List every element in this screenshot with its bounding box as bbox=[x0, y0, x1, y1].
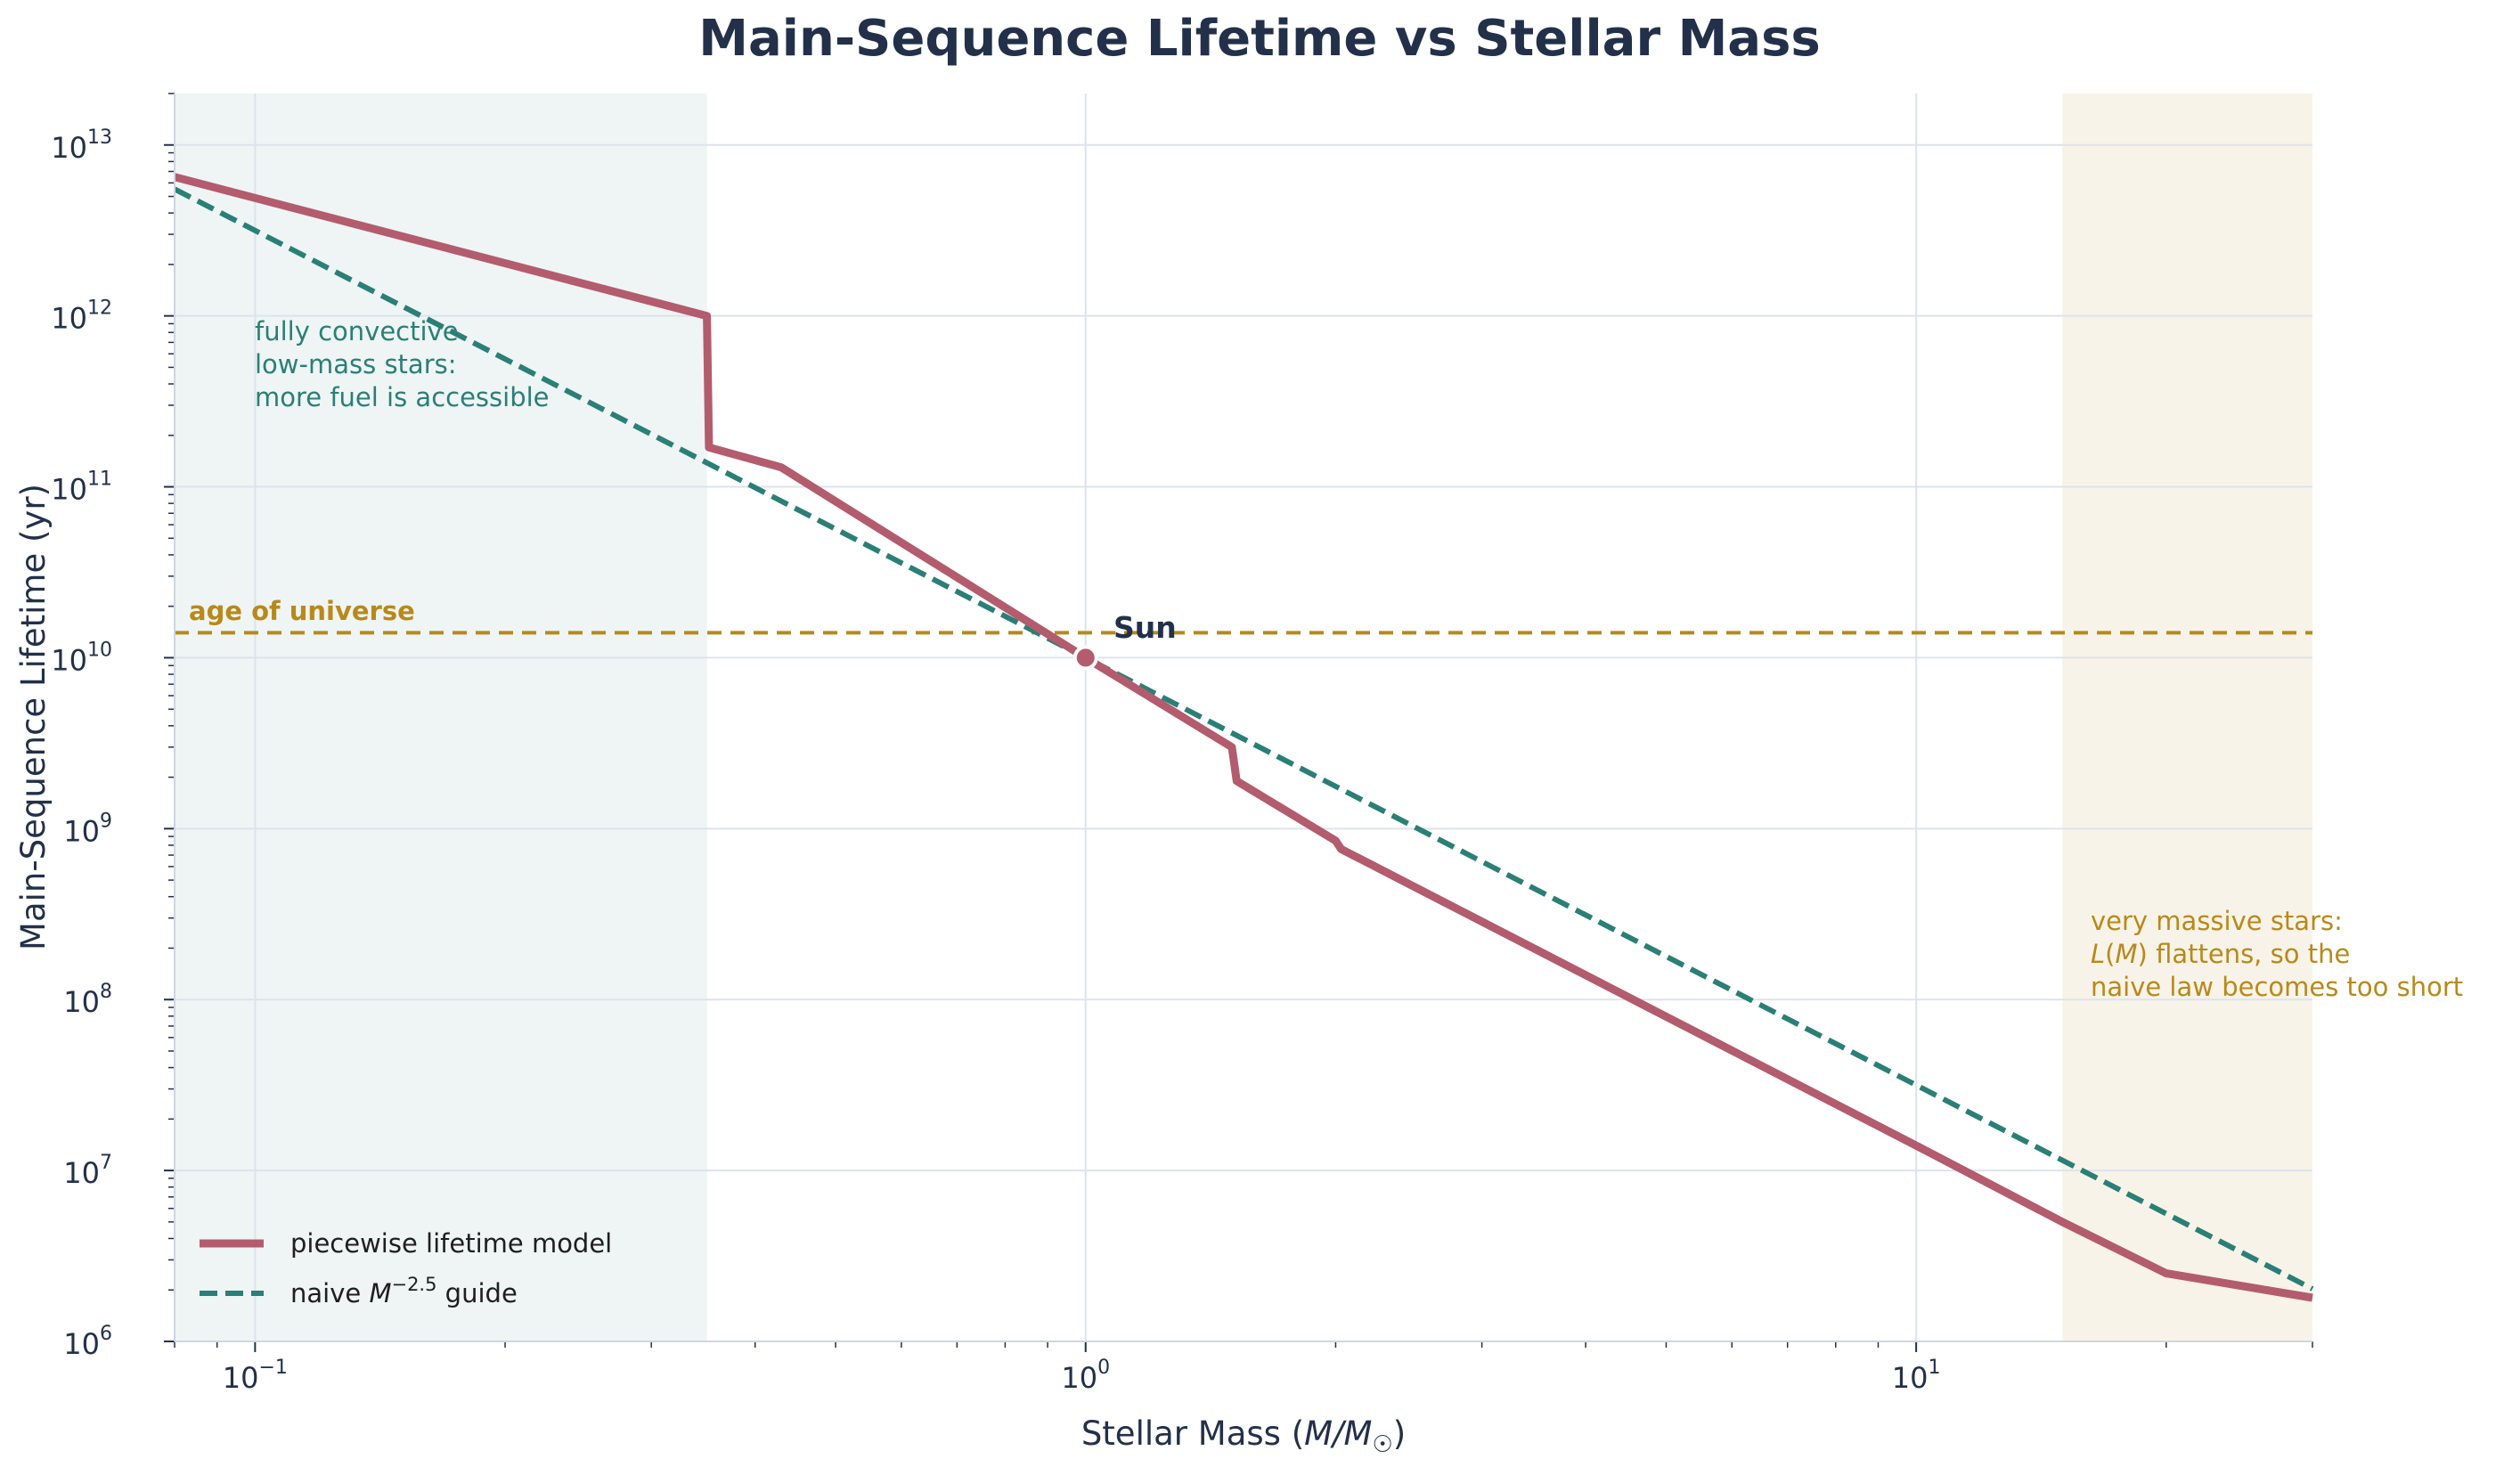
annotation-low-mass: fully convective low-mass stars: more fu… bbox=[255, 316, 550, 412]
hline-label: age of universe bbox=[189, 596, 415, 626]
y-tick-label: 106 bbox=[63, 1323, 112, 1361]
y-tick-exponent: 12 bbox=[87, 297, 112, 320]
sun-label: Sun bbox=[1113, 610, 1177, 645]
legend-label-piecewise: piecewise lifetime model bbox=[290, 1228, 612, 1259]
y-tick-label: 108 bbox=[63, 981, 112, 1019]
sun-marker bbox=[1072, 645, 1098, 671]
y-tick-label: 107 bbox=[63, 1152, 112, 1190]
naive-guide-line bbox=[173, 186, 2314, 1292]
y-tick-label: 109 bbox=[63, 810, 112, 848]
legend-label-naive: naive M−2.5 guide bbox=[290, 1274, 518, 1308]
y-tick-exponent: 6 bbox=[100, 1323, 112, 1345]
shaded-region-1 bbox=[2062, 94, 2312, 1341]
series-group bbox=[173, 173, 2314, 1302]
grid bbox=[175, 94, 2312, 1342]
sun-marker-group bbox=[1072, 645, 1098, 671]
chart-title: Main-Sequence Lifetime vs Stellar Mass bbox=[698, 10, 1821, 68]
y-tick-exponent: 7 bbox=[100, 1152, 112, 1174]
y-tick-exponent: 11 bbox=[87, 469, 112, 491]
shaded-regions bbox=[175, 94, 2312, 1341]
x-tick-exponent: 1 bbox=[1928, 1357, 1940, 1379]
legend: piecewise lifetime model naive M−2.5 gui… bbox=[200, 1228, 612, 1308]
x-tick-label: 101 bbox=[1892, 1357, 1941, 1395]
annotation-high-mass: very massive stars: L(M) flattens, so th… bbox=[2091, 906, 2463, 1002]
x-tick-exponent: 0 bbox=[1097, 1357, 1110, 1379]
x-tick-exponent: −1 bbox=[258, 1357, 287, 1379]
x-axis-label: Stellar Mass (M/M☉) bbox=[1081, 1414, 1406, 1458]
y-tick-exponent: 13 bbox=[87, 126, 112, 149]
y-tick-exponent: 10 bbox=[87, 639, 112, 661]
y-tick-exponent: 8 bbox=[100, 981, 112, 1003]
x-tick-label: 10−1 bbox=[223, 1357, 288, 1395]
y-tick-label: 1012 bbox=[51, 297, 112, 336]
x-tick-label: 100 bbox=[1061, 1357, 1110, 1395]
shaded-region-0 bbox=[175, 94, 707, 1341]
y-tick-label: 1013 bbox=[51, 126, 112, 165]
y-tick-label: 1010 bbox=[51, 639, 112, 677]
y-tick-label: 1011 bbox=[51, 469, 112, 507]
y-tick-exponent: 9 bbox=[100, 810, 112, 832]
piecewise-model-line bbox=[173, 173, 2313, 1302]
y-axis-label: Main-Sequence Lifetime (yr) bbox=[14, 484, 53, 950]
